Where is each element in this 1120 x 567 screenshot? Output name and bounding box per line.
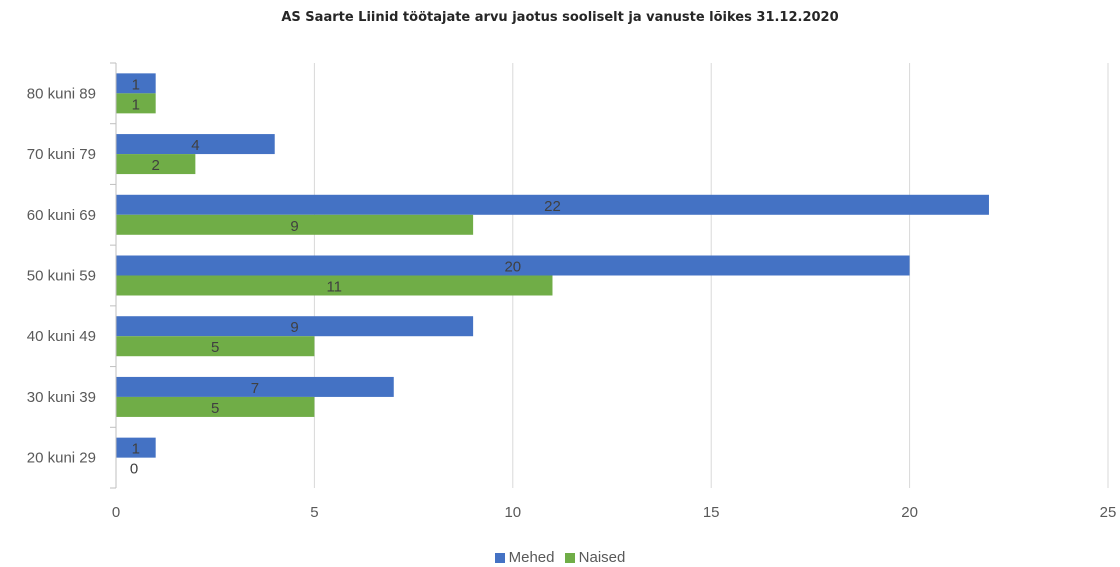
- bar-naised: [116, 275, 553, 296]
- x-tick-label: 20: [901, 504, 918, 521]
- data-label: 5: [211, 400, 219, 417]
- data-label: 9: [290, 319, 298, 336]
- data-label: 9: [290, 218, 298, 235]
- data-label: 11: [326, 279, 342, 296]
- y-tick-label: 50 kuni 59: [27, 268, 96, 285]
- bar-mehed: [116, 376, 394, 397]
- y-tick-label: 60 kuni 69: [27, 207, 96, 224]
- bar-naised: [116, 214, 474, 235]
- data-label: 2: [152, 157, 160, 174]
- y-tick-label: 40 kuni 49: [27, 328, 96, 345]
- x-tick-label: 0: [112, 504, 120, 521]
- bar-mehed: [116, 73, 156, 94]
- data-label: 1: [132, 76, 140, 93]
- x-tick-label: 25: [1100, 504, 1117, 521]
- bar-mehed: [116, 194, 989, 215]
- y-tick-label: 70 kuni 79: [27, 146, 96, 163]
- legend-item-naised: Naised: [564, 549, 626, 566]
- y-tick-label: 80 kuni 89: [27, 85, 96, 102]
- chart-title: AS Saarte Liinid töötajate arvu jaotus s…: [281, 10, 839, 25]
- bars: [116, 73, 989, 458]
- data-label: 22: [544, 198, 561, 215]
- legend-swatch-mehed: [494, 552, 505, 563]
- x-tick-label: 10: [504, 504, 521, 521]
- data-label: 5: [211, 339, 219, 356]
- y-tick-label: 20 kuni 29: [27, 450, 96, 467]
- bar-naised: [116, 93, 156, 114]
- x-tick-label: 5: [310, 504, 318, 521]
- bar-mehed: [116, 437, 156, 458]
- bar-mehed: [116, 316, 474, 337]
- bar-naised: [116, 396, 315, 417]
- bar-naised: [116, 336, 315, 357]
- legend-label-naised: Naised: [578, 549, 626, 566]
- data-label: 1: [132, 441, 140, 458]
- data-label: 0: [130, 461, 138, 478]
- legend-item-mehed: Mehed: [494, 549, 555, 566]
- data-label: 7: [251, 380, 259, 397]
- bar-mehed: [116, 134, 275, 155]
- bar-naised: [116, 154, 196, 175]
- x-tick-label: 15: [703, 504, 720, 521]
- data-label: 1: [132, 96, 140, 113]
- legend-swatch-naised: [564, 552, 575, 563]
- data-label: 20: [504, 259, 521, 276]
- bar-mehed: [116, 255, 910, 276]
- data-label: 4: [191, 137, 199, 154]
- y-tick-label: 30 kuni 39: [27, 389, 96, 406]
- legend: Mehed Naised: [0, 549, 1120, 567]
- legend-label-mehed: Mehed: [508, 549, 555, 566]
